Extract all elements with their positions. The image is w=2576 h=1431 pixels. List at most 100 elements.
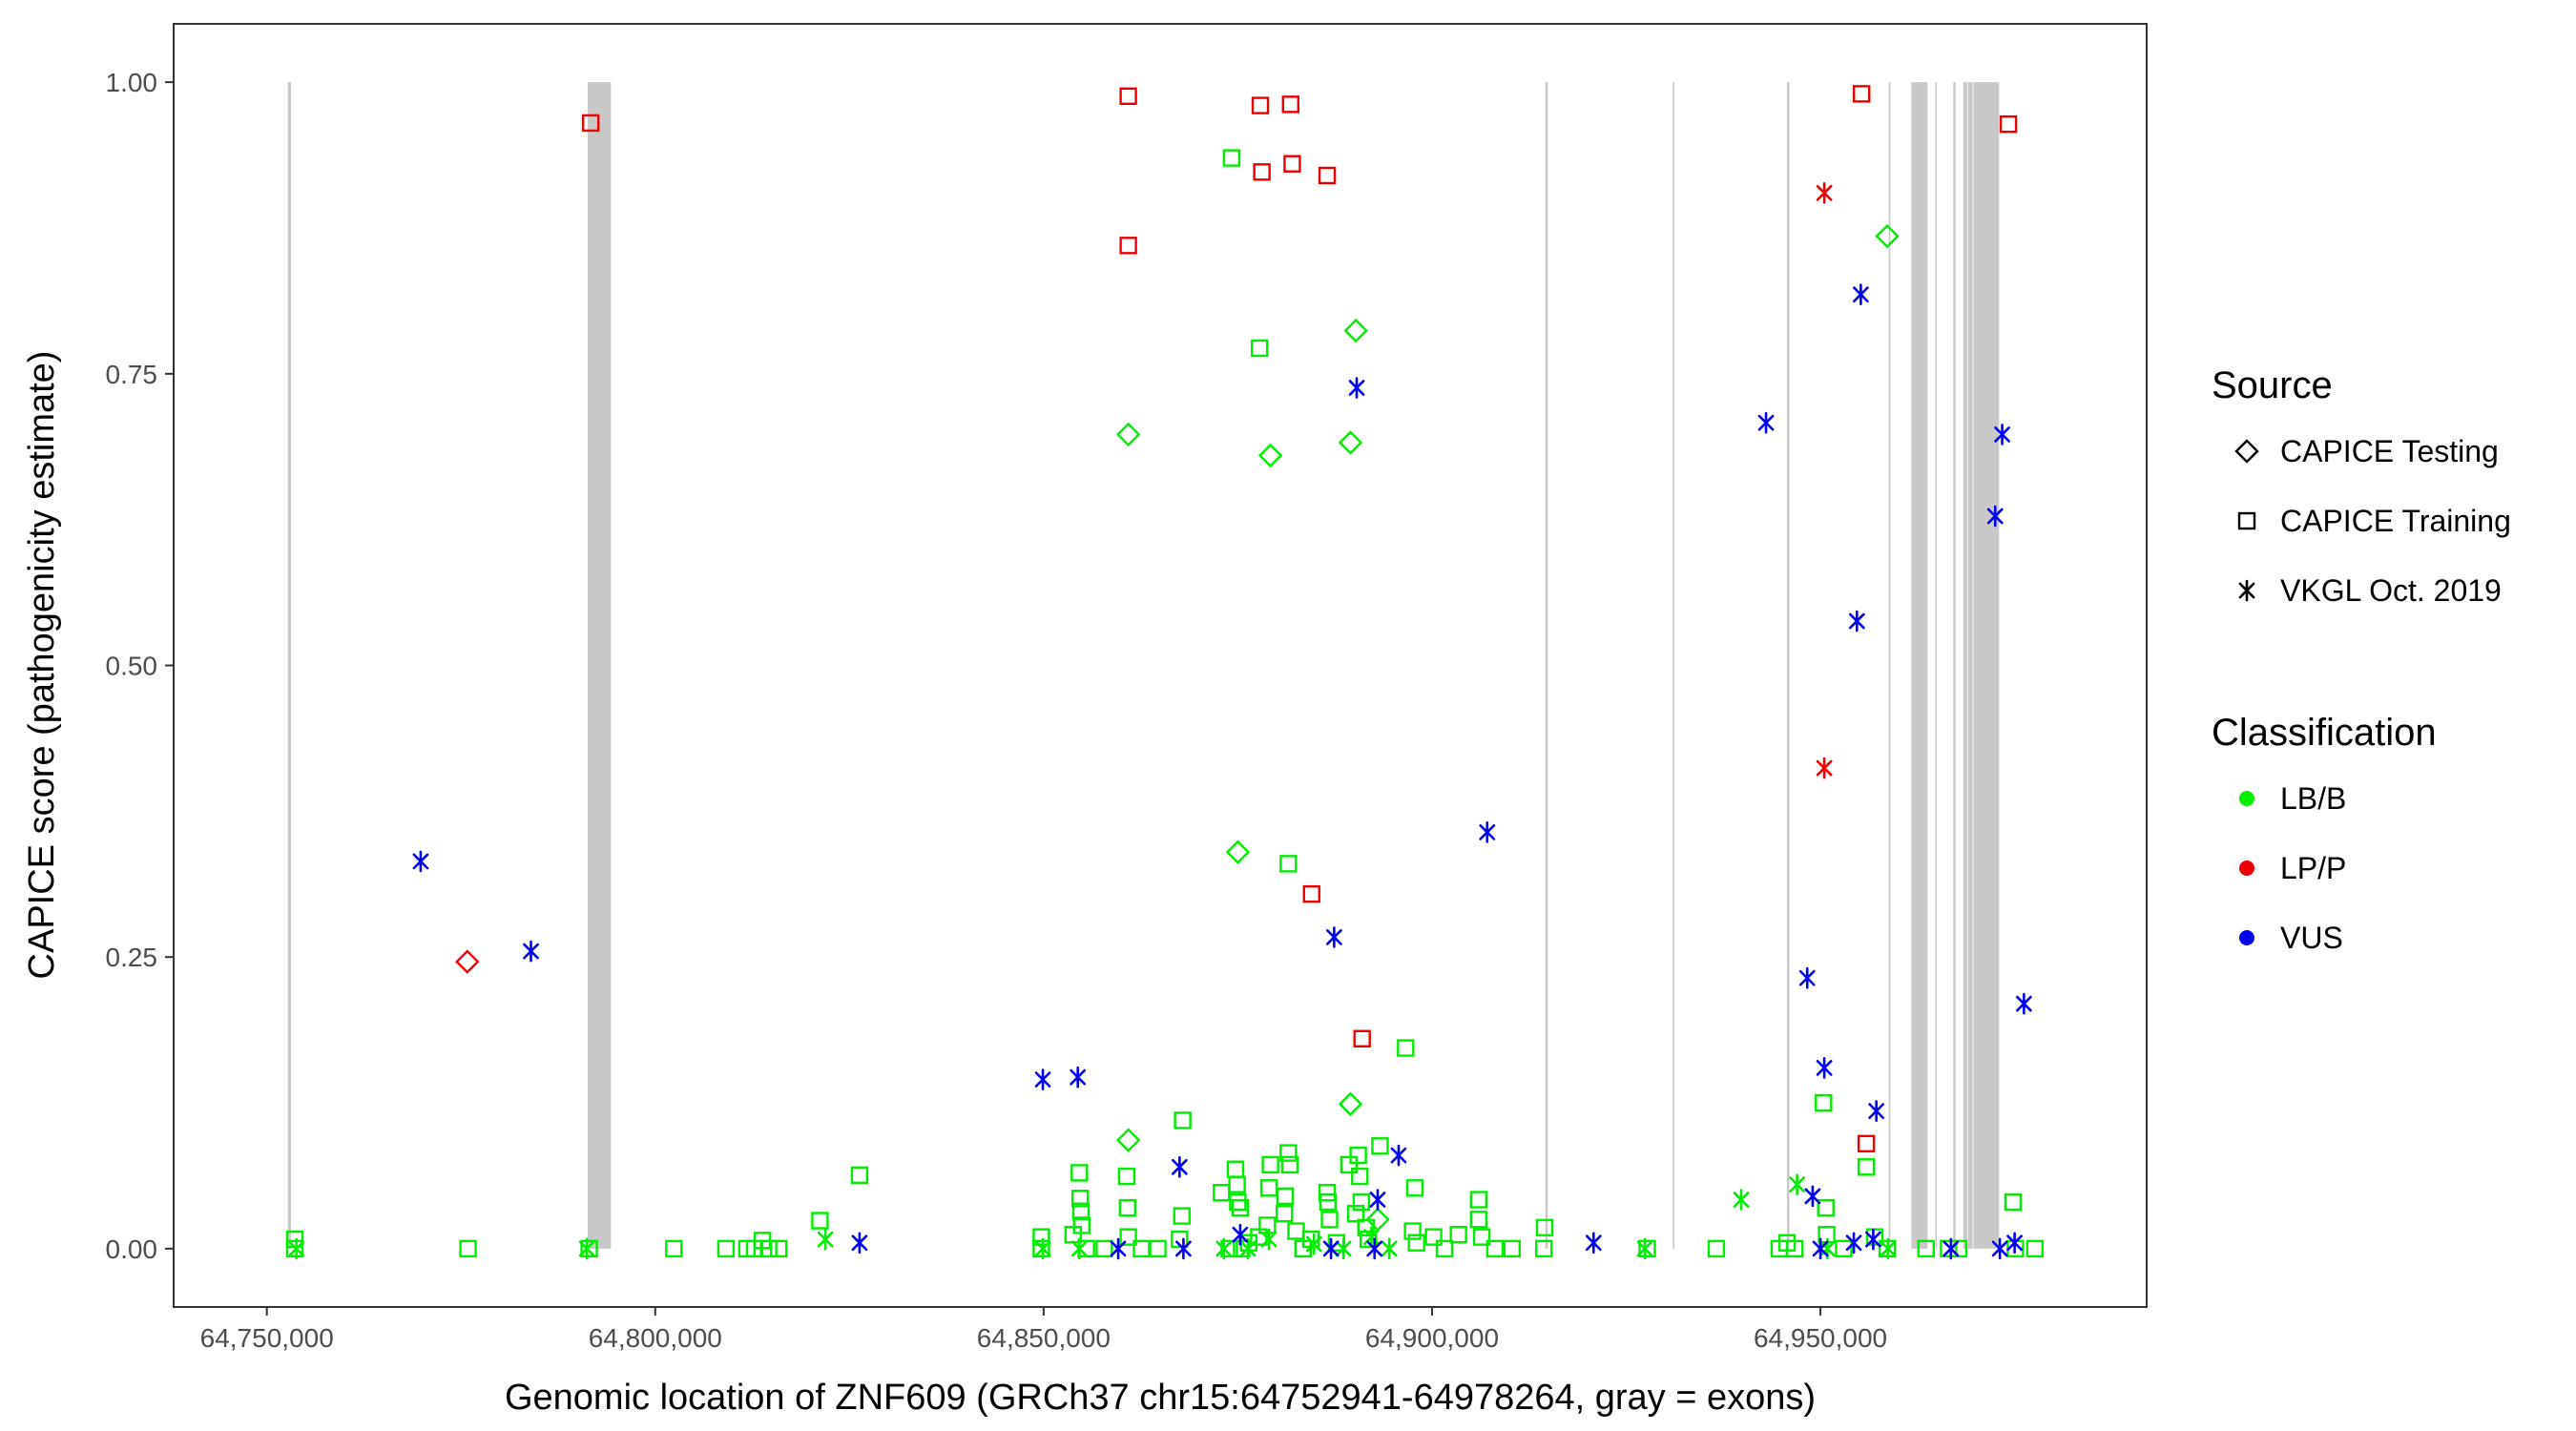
square-point <box>1071 1202 1091 1220</box>
asterisk-point <box>1816 757 1833 779</box>
square-point <box>1231 1198 1250 1217</box>
asterisk-point <box>1369 1189 1386 1211</box>
square-point <box>1503 1239 1522 1258</box>
square-point <box>1351 1167 1369 1186</box>
square-point <box>1222 149 1241 167</box>
asterisk-point <box>1942 1237 1960 1260</box>
axes: 64,750,000 64,800,000 64,850,000 64,900,000… <box>106 68 1888 1353</box>
asterisk-point <box>2006 1232 2023 1255</box>
square-point <box>1261 1155 1279 1174</box>
asterisk-point <box>1865 1228 1881 1251</box>
square-point <box>1173 1207 1191 1225</box>
legend-source-keys <box>2234 439 2259 602</box>
exon-band <box>1963 82 1967 1249</box>
square-point <box>1319 1192 1338 1212</box>
square-point <box>1279 1144 1298 1162</box>
square-point <box>1835 1239 1853 1258</box>
square-point <box>717 1239 736 1258</box>
square-point <box>1357 1218 1375 1237</box>
square-point <box>1281 95 1299 114</box>
square-point <box>1407 1234 1425 1252</box>
asterisk-point <box>1070 1066 1087 1089</box>
square-point <box>1283 155 1301 173</box>
y-axis-title: CAPICE score (pathogenicity estimate) <box>22 351 62 980</box>
square-point <box>811 1212 829 1230</box>
square-point <box>770 1239 788 1258</box>
square-point <box>1638 1239 1656 1258</box>
diamond-point <box>455 949 480 974</box>
asterisk-point <box>1798 966 1816 989</box>
square-point <box>1276 1204 1294 1223</box>
diamond-point <box>1225 840 1251 864</box>
legend: Source CAPICE Testing CAPICE Training VK… <box>2212 364 2511 955</box>
square-point <box>1320 1211 1339 1229</box>
asterisk-point <box>1260 1228 1278 1251</box>
asterisk-point <box>1110 1237 1127 1260</box>
diamond-point <box>1875 223 1900 249</box>
asterisk-point <box>1322 1237 1340 1260</box>
y-tick-label: 0.25 <box>106 943 158 972</box>
square-point <box>1535 1239 1553 1258</box>
square-point <box>1118 1198 1137 1217</box>
exon-band <box>1672 82 1674 1249</box>
asterisk-point <box>1175 1237 1192 1260</box>
legend-source-label-training: CAPICE Training <box>2280 504 2511 538</box>
legend-source-label-vkgl: VKGL Oct. 2019 <box>2280 573 2502 608</box>
y-tick-label: 1.00 <box>106 68 158 97</box>
legend-class-label-vus: VUS <box>2280 921 2343 955</box>
y-tick-label: 0.75 <box>106 360 158 389</box>
square-point <box>1485 1239 1505 1258</box>
square-point <box>1352 1192 1371 1212</box>
square-point <box>1817 1198 1835 1217</box>
legend-class-label-lbb: LB/B <box>2280 781 2346 816</box>
exon-band <box>587 82 612 1249</box>
diamond-point <box>1115 1128 1141 1152</box>
asterisk-point <box>1239 1237 1257 1260</box>
asterisk-point <box>1381 1237 1398 1260</box>
asterisk-point <box>1335 1237 1352 1260</box>
square-point <box>1251 339 1269 358</box>
square-point <box>580 1239 598 1258</box>
exon-bands <box>287 82 2000 1249</box>
square-point <box>850 1166 869 1185</box>
legend-classification-keys <box>2239 791 2254 945</box>
square-point <box>1279 855 1298 873</box>
asterisk-point <box>1070 1237 1088 1260</box>
asterisk-point <box>288 1237 305 1260</box>
legend-classification-title: Classification <box>2212 712 2437 754</box>
asterisk-point <box>1232 1223 1249 1246</box>
square-point <box>1857 1134 1876 1153</box>
square-point <box>1117 1167 1136 1186</box>
legend-class-key <box>2239 791 2254 806</box>
diamond-point <box>1115 422 1141 447</box>
asterisk-point <box>1585 1232 1602 1255</box>
asterisk-point <box>1845 1232 1862 1255</box>
square-point <box>1070 1164 1089 1182</box>
asterisk-point <box>817 1228 834 1251</box>
square-point <box>1220 1239 1238 1258</box>
x-tick-label: 64,950,000 <box>1754 1323 1887 1353</box>
square-point <box>1149 1239 1167 1258</box>
square-point <box>1171 1230 1189 1249</box>
square-point <box>1371 1137 1389 1155</box>
asterisk-point <box>412 850 429 873</box>
asterisk-point <box>1991 1237 2008 1260</box>
exon-band <box>1935 82 1938 1249</box>
square-point <box>1340 1155 1359 1174</box>
square-point <box>1318 166 1337 185</box>
exon-band <box>1545 82 1548 1249</box>
square-point <box>1302 884 1320 903</box>
square-point <box>1251 96 1270 114</box>
asterisk-point <box>1348 377 1365 399</box>
asterisk-point <box>1994 424 2010 446</box>
asterisk-point <box>1733 1189 1750 1211</box>
square-point <box>1318 1183 1337 1202</box>
square-point <box>1070 1190 1090 1208</box>
square-point <box>1785 1239 1804 1258</box>
square-point <box>1032 1239 1050 1258</box>
exon-band <box>1967 82 1973 1249</box>
asterisk-point <box>523 940 539 963</box>
square-point <box>1535 1218 1554 1237</box>
